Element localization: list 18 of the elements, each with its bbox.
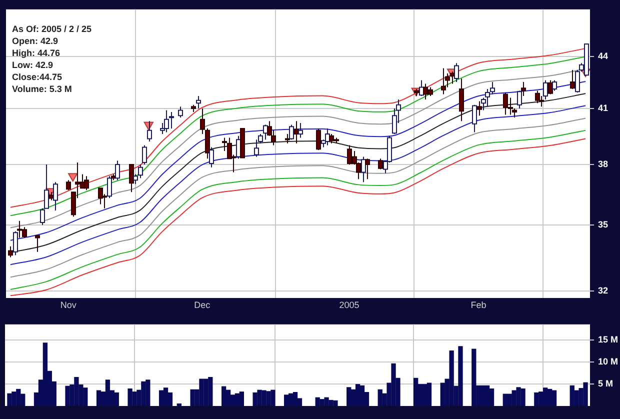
x-tick-label: Dec [194,300,211,310]
y-tick-label: 10 M [598,356,618,366]
y-tick-label: 38 [598,158,608,169]
y-tick-label: 32 [598,286,608,296]
x-tick-label: Nov [60,300,77,310]
annotation: As Of: 2005 / 2 / 25 [12,24,92,34]
x-tick-label: Feb [470,300,486,310]
y-tick-label: 35 [598,220,608,230]
annotation: Volume: 5.3 M [12,84,72,94]
x-tick-label: 2005 [339,300,360,310]
annotation: High: 44.76 [12,48,60,58]
y-tick-label: 15 M [598,334,618,344]
annotation: Close:44.75 [12,72,62,82]
annotation: Open: 42.9 [12,36,58,46]
y-tick-label: 41 [598,102,608,113]
y-tick-label: 5 M [598,378,614,388]
annotation: Low: 42.9 [12,60,54,70]
y-tick-label: 44 [598,50,608,61]
